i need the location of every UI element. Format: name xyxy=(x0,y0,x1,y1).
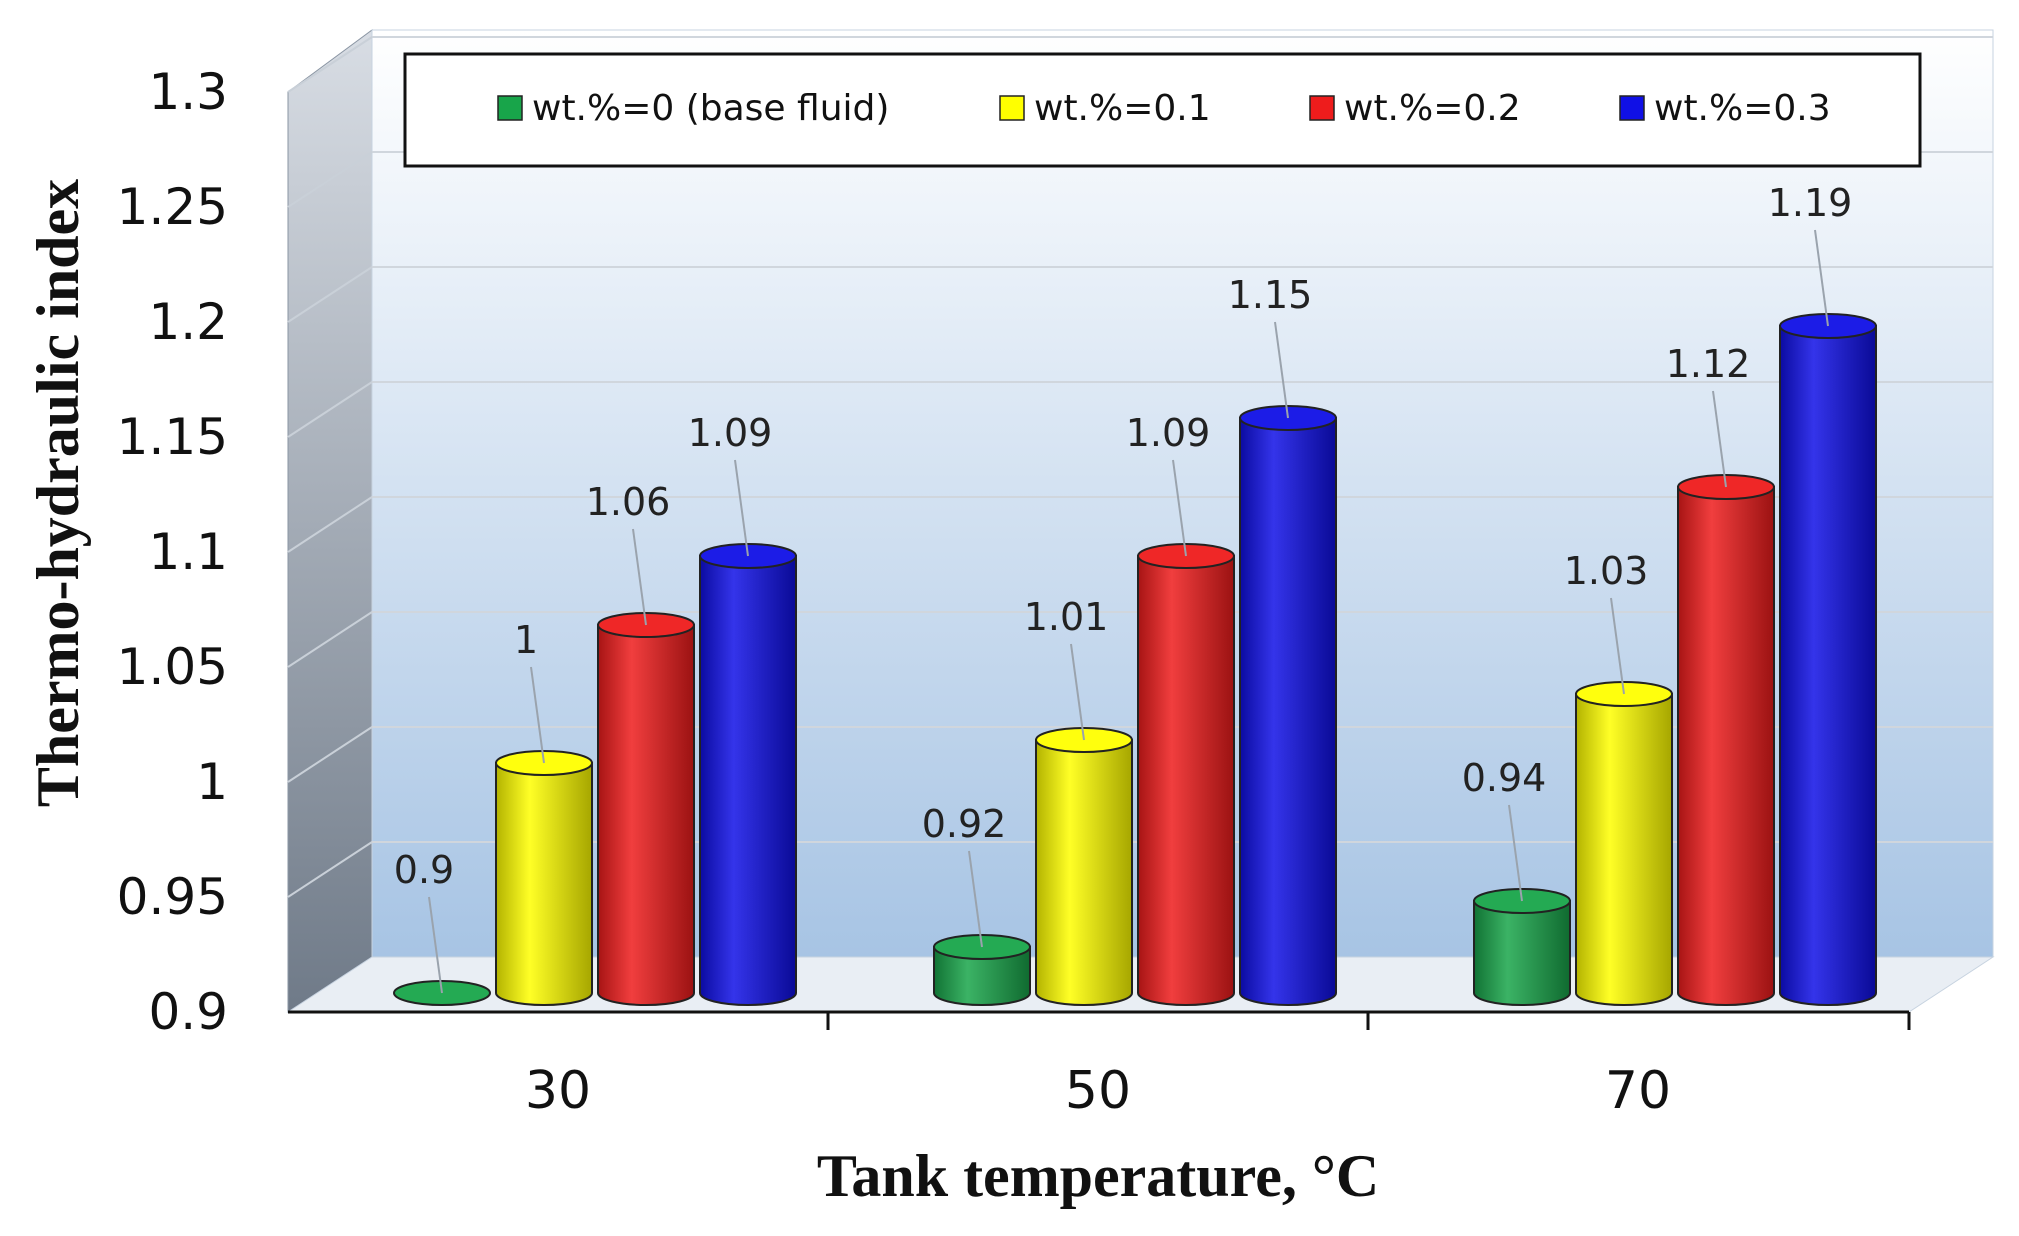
gridline-side xyxy=(287,36,373,93)
legend-swatch xyxy=(999,95,1025,121)
bar xyxy=(597,612,695,1006)
bar xyxy=(1239,405,1337,1006)
gridline-side xyxy=(287,266,373,323)
y-tick-label: 1 xyxy=(196,753,228,811)
data-label-leader xyxy=(1712,390,1727,488)
x-tick-label: 50 xyxy=(1065,1061,1131,1121)
bar xyxy=(1473,888,1571,1006)
legend-label: wt.%=0.2 xyxy=(1344,88,1521,129)
bar xyxy=(1779,313,1877,1006)
data-label-leader xyxy=(632,528,647,626)
gridline-side xyxy=(287,611,373,668)
y-axis-title: Thermo-hydraulic index xyxy=(25,179,91,807)
legend-swatch xyxy=(1309,95,1335,121)
data-label: 0.9 xyxy=(394,848,454,892)
legend-label: wt.%=0.3 xyxy=(1654,88,1831,129)
legend: wt.%=0 (base fluid) wt.%=0.1 wt.%=0.2 wt.%=… xyxy=(403,52,1922,168)
legend-label: wt.%=0 (base fluid) xyxy=(532,88,889,129)
y-tick-label: 0.95 xyxy=(117,868,228,926)
gridline-side xyxy=(287,726,373,783)
data-label-leader xyxy=(1172,459,1187,557)
data-label: 1.15 xyxy=(1228,273,1313,317)
y-tick-label: 1.15 xyxy=(117,408,228,466)
data-label-leader xyxy=(1610,597,1625,695)
gridline-side xyxy=(287,496,373,553)
bar xyxy=(1035,727,1133,1006)
data-label-leader xyxy=(1070,643,1085,741)
x-axis-title: Tank temperature, °C xyxy=(817,1143,1379,1209)
data-label-leader xyxy=(1508,804,1523,902)
bar xyxy=(1677,474,1775,1006)
y-tick-label: 1.1 xyxy=(148,523,228,581)
legend-box xyxy=(403,52,1922,168)
gridline-side xyxy=(287,841,373,898)
data-label: 1 xyxy=(514,618,538,662)
x-tick-label: 70 xyxy=(1605,1061,1671,1121)
y-tick-label: 0.9 xyxy=(148,983,228,1041)
data-label: 0.94 xyxy=(1462,756,1547,800)
data-label-leader xyxy=(1274,321,1289,419)
y-tick-label: 1.25 xyxy=(117,178,228,236)
y-tick-label: 1.05 xyxy=(117,638,228,696)
data-label: 1.01 xyxy=(1024,595,1109,639)
data-label-leader xyxy=(1814,229,1829,327)
data-label-leader xyxy=(428,896,443,994)
bar xyxy=(495,750,593,1006)
data-label-leader xyxy=(968,850,983,948)
gridline-side xyxy=(287,381,373,438)
data-label: 1.19 xyxy=(1768,181,1853,225)
x-tick-label: 30 xyxy=(525,1061,591,1121)
legend-swatch xyxy=(1619,95,1645,121)
gridline-side xyxy=(287,151,373,208)
bar xyxy=(1137,543,1235,1006)
legend-swatch xyxy=(497,95,523,121)
data-label-leader xyxy=(734,459,749,557)
bar xyxy=(1575,681,1673,1006)
data-label: 1.09 xyxy=(1126,411,1211,455)
data-label: 1.03 xyxy=(1564,549,1649,593)
data-label-leader xyxy=(530,666,545,764)
bar xyxy=(699,543,797,1006)
legend-label: wt.%=0.1 xyxy=(1034,88,1211,129)
data-label: 1.12 xyxy=(1666,342,1751,386)
data-label: 0.92 xyxy=(922,802,1007,846)
y-tick-label: 1.3 xyxy=(148,63,228,121)
side-wall xyxy=(287,29,373,1013)
data-label: 1.09 xyxy=(688,411,773,455)
data-label: 1.06 xyxy=(586,480,671,524)
y-tick-label: 1.2 xyxy=(148,293,228,351)
